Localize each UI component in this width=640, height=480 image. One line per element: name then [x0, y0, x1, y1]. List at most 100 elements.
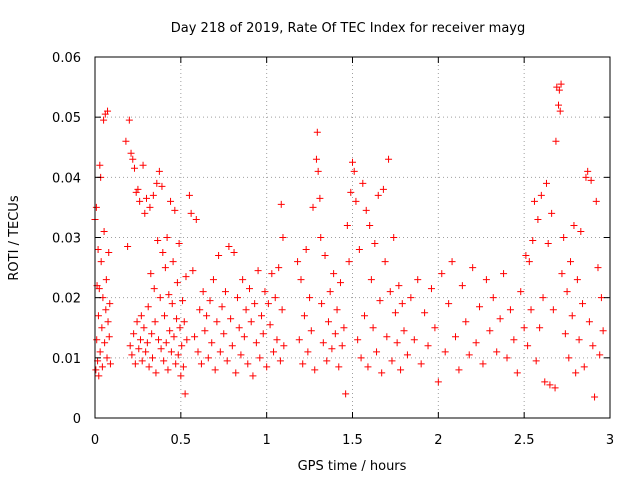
data-point: [400, 327, 408, 335]
data-point: [259, 330, 267, 338]
data-point: [306, 294, 314, 302]
data-point: [558, 270, 566, 278]
data-point: [357, 354, 365, 362]
data-point: [513, 369, 521, 377]
data-point: [300, 312, 308, 320]
data-point: [359, 179, 367, 187]
data-point: [242, 306, 250, 314]
data-point: [319, 339, 327, 347]
data-point: [407, 294, 415, 302]
data-point: [350, 167, 358, 175]
data-point: [140, 324, 148, 332]
data-point: [147, 270, 155, 278]
data-point: [233, 294, 241, 302]
data-point: [448, 258, 456, 266]
data-point: [192, 215, 200, 223]
data-point: [361, 312, 369, 320]
data-point: [525, 258, 533, 266]
data-point: [336, 279, 344, 287]
data-point: [134, 185, 142, 193]
data-point: [522, 252, 530, 260]
data-point: [174, 351, 182, 359]
data-point: [199, 288, 207, 296]
data-point: [136, 197, 144, 205]
data-point: [131, 360, 139, 368]
data-point: [314, 167, 322, 175]
data-point: [209, 276, 217, 284]
data-point: [104, 318, 112, 326]
data-point: [479, 360, 487, 368]
data-point: [256, 354, 264, 362]
data-point: [136, 336, 144, 344]
data-point: [385, 155, 393, 163]
data-point: [249, 372, 257, 380]
data-point: [102, 306, 110, 314]
data-point: [171, 206, 179, 214]
chart-title: Day 218 of 2019, Rate Of TEC Index for r…: [171, 21, 526, 36]
data-point: [143, 339, 151, 347]
data-point: [122, 137, 130, 145]
y-axis-label: ROTI / TECUs: [7, 195, 22, 280]
data-point: [469, 264, 477, 272]
data-point: [362, 206, 370, 214]
data-point: [313, 128, 321, 136]
data-point: [549, 306, 557, 314]
data-point: [230, 249, 238, 257]
data-point: [135, 345, 143, 353]
data-point: [228, 342, 236, 350]
data-point: [213, 318, 221, 326]
data-point: [161, 264, 169, 272]
data-point: [155, 167, 163, 175]
data-point: [158, 182, 166, 190]
data-point: [105, 249, 113, 257]
data-point: [130, 330, 138, 338]
data-point: [232, 369, 240, 377]
data-point: [371, 240, 379, 248]
data-point: [137, 312, 145, 320]
x-tick-label: 2.5: [514, 433, 535, 448]
data-point: [155, 336, 163, 344]
data-point: [345, 258, 353, 266]
data-point: [139, 161, 147, 169]
data-point: [352, 197, 360, 205]
data-point: [510, 336, 518, 344]
data-point: [98, 324, 106, 332]
data-point: [126, 342, 134, 350]
data-point: [149, 354, 157, 362]
y-tick-label: 0: [73, 412, 81, 427]
data-point: [599, 327, 607, 335]
data-point: [486, 327, 494, 335]
y-tick-label: 0.01: [52, 352, 81, 367]
data-point: [179, 297, 187, 305]
data-point: [555, 86, 563, 94]
data-point: [215, 252, 223, 260]
data-point: [431, 324, 439, 332]
data-point: [438, 270, 446, 278]
data-point: [179, 363, 187, 371]
data-point: [211, 366, 219, 374]
data-point: [93, 336, 101, 344]
data-point: [557, 80, 565, 88]
data-point: [560, 234, 568, 241]
data-point: [127, 149, 135, 157]
data-point: [312, 155, 320, 163]
data-point: [299, 360, 307, 368]
data-point: [201, 327, 209, 335]
data-point: [391, 309, 399, 317]
data-point: [331, 330, 339, 338]
data-point: [417, 360, 425, 368]
data-point: [534, 215, 542, 223]
data-point: [168, 300, 176, 308]
data-point: [247, 318, 255, 326]
data-point: [395, 282, 403, 290]
data-point: [251, 300, 259, 308]
data-point: [216, 348, 224, 356]
data-point: [318, 300, 326, 308]
data-point: [427, 285, 435, 293]
data-point: [133, 318, 141, 326]
data-point: [379, 185, 387, 193]
data-point: [277, 200, 285, 208]
data-point: [398, 300, 406, 308]
data-point: [180, 318, 188, 326]
data-point: [266, 321, 274, 329]
